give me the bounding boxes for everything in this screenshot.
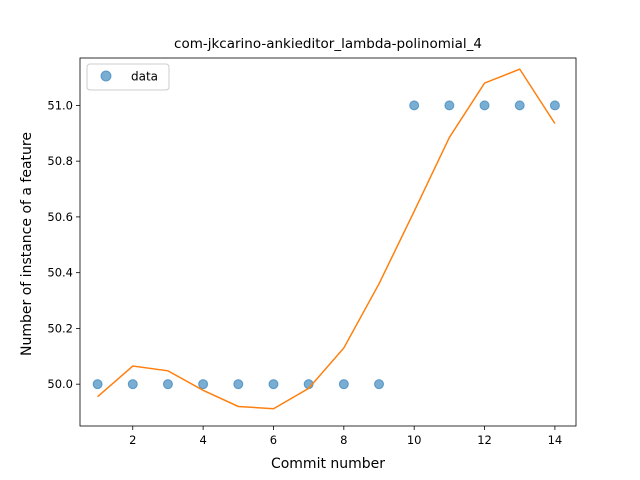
data-point bbox=[268, 379, 279, 390]
x-axis-label: Commit number bbox=[271, 456, 385, 472]
y-tick-label: 51.0 bbox=[47, 98, 73, 112]
plot-frame bbox=[79, 57, 577, 427]
y-axis-label: Number of instance of a feature bbox=[19, 132, 35, 356]
y-tick-label: 50.0 bbox=[47, 377, 73, 391]
x-tick-label: 4 bbox=[199, 433, 206, 447]
data-point bbox=[127, 379, 138, 390]
data-point bbox=[514, 100, 525, 111]
data-point bbox=[444, 100, 455, 111]
y-tick-label: 50.2 bbox=[47, 321, 73, 335]
data-point bbox=[233, 379, 244, 390]
x-tick-label: 10 bbox=[407, 433, 422, 447]
legend-box bbox=[86, 63, 170, 91]
x-tick-label: 6 bbox=[270, 433, 277, 447]
chart-title: com-jkcarino-ankieditor_lambda-polinomia… bbox=[174, 36, 482, 52]
series-layer bbox=[92, 68, 560, 410]
data-point bbox=[198, 379, 209, 390]
legend-marker-data bbox=[100, 70, 112, 82]
y-tick-label: 50.6 bbox=[47, 210, 73, 224]
y-tick-label: 50.8 bbox=[47, 154, 73, 168]
data-point bbox=[409, 100, 420, 111]
x-tick-label: 14 bbox=[548, 433, 563, 447]
legend: data bbox=[86, 63, 170, 91]
x-tick-label: 8 bbox=[340, 433, 347, 447]
x-axis-ticks: 2 4 6 8 10 12 14 bbox=[129, 426, 562, 447]
data-point bbox=[479, 100, 490, 111]
y-axis-ticks: 50.0 50.2 50.4 50.6 50.8 51.0 bbox=[47, 98, 80, 391]
data-point bbox=[549, 100, 560, 111]
data-point bbox=[374, 379, 385, 390]
legend-label-data: data bbox=[131, 70, 158, 84]
data-point bbox=[338, 379, 349, 390]
x-tick-label: 2 bbox=[129, 433, 136, 447]
data-point bbox=[162, 379, 173, 390]
fit-line bbox=[97, 68, 556, 410]
y-tick-label: 50.4 bbox=[47, 266, 73, 280]
x-tick-label: 12 bbox=[477, 433, 492, 447]
data-point bbox=[92, 379, 103, 390]
